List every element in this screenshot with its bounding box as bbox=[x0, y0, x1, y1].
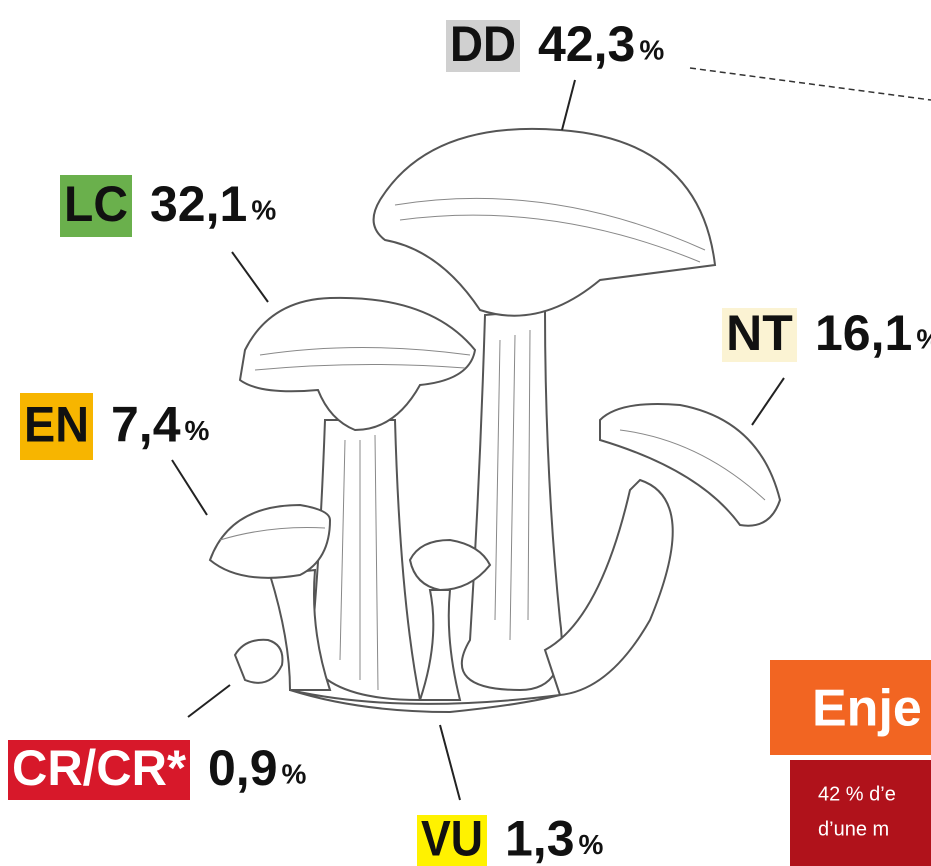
value: 0,9 bbox=[208, 740, 278, 796]
panel-text: d’une m bbox=[818, 818, 889, 840]
dashed-leader bbox=[690, 68, 931, 100]
leader-line bbox=[562, 80, 575, 130]
page: Enje 42 % d’e d’une m DD 42,3% LC 32,1% NT 16… bbox=[0, 0, 931, 866]
value: 32,1 bbox=[150, 176, 247, 232]
leader-line bbox=[752, 378, 784, 425]
code: NT bbox=[726, 305, 793, 361]
leader-line bbox=[440, 725, 460, 800]
leader-line bbox=[172, 460, 207, 515]
panel-text: 42 % d’e bbox=[818, 783, 896, 805]
code: VU bbox=[421, 811, 483, 866]
unit: % bbox=[579, 829, 604, 860]
code: EN bbox=[24, 397, 89, 453]
leader-line bbox=[232, 252, 268, 302]
code: DD bbox=[450, 16, 516, 72]
mushroom-illustration bbox=[210, 129, 780, 712]
unit: % bbox=[282, 758, 307, 789]
value: 1,3 bbox=[505, 811, 575, 866]
unit: % bbox=[639, 34, 664, 65]
infographic: Enje 42 % d’e d’une m DD 42,3% LC 32,1% NT 16… bbox=[0, 0, 931, 866]
value: 7,4 bbox=[111, 397, 181, 453]
panel-text-box bbox=[790, 760, 931, 866]
code: LC bbox=[64, 176, 128, 232]
unit: % bbox=[185, 415, 210, 446]
value: 42,3 bbox=[538, 16, 635, 72]
panel-title: Enje bbox=[812, 680, 922, 738]
unit: % bbox=[916, 323, 931, 354]
unit: % bbox=[251, 194, 276, 225]
value: 16,1 bbox=[815, 305, 912, 361]
code: CR/CR* bbox=[12, 740, 187, 796]
leader-line bbox=[188, 685, 230, 717]
